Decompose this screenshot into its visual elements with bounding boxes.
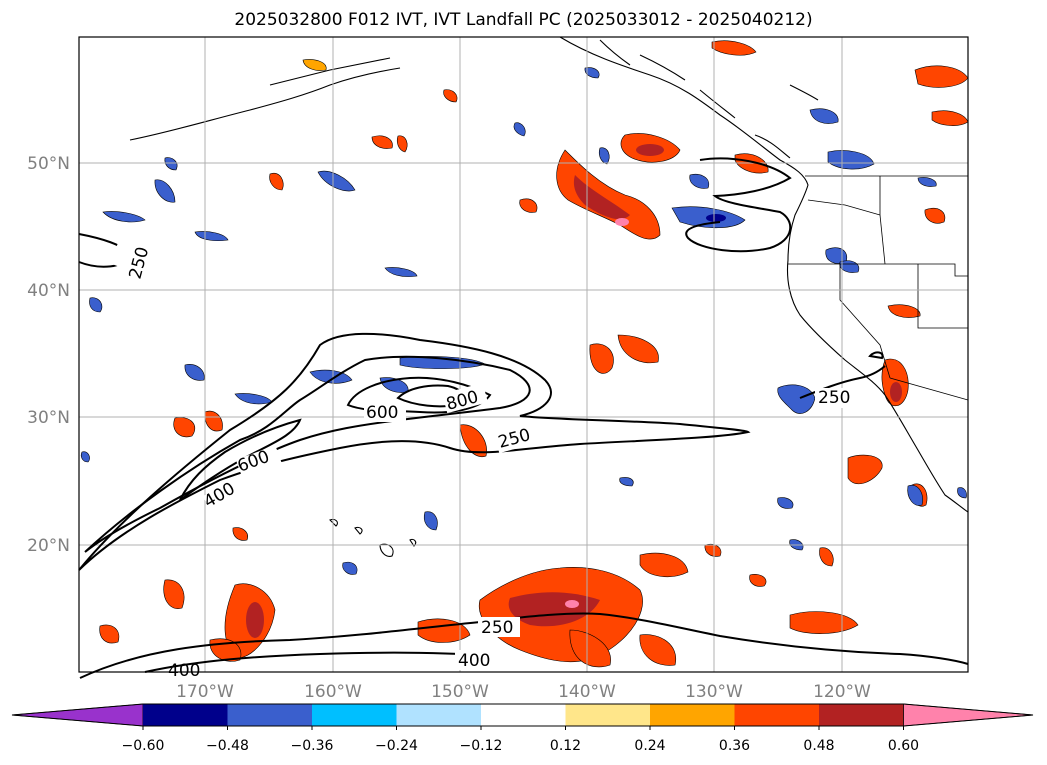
ivt-contours [78, 157, 969, 679]
colorbar-segment [650, 704, 735, 726]
colorbar-tick-label: −0.48 [206, 738, 249, 754]
colorbar-segment [481, 704, 566, 726]
contour-label: 400 [458, 651, 490, 671]
colorbar-segment [734, 704, 819, 726]
map-frame [78, 36, 969, 673]
contour-label: 250 [818, 388, 850, 408]
colorbar-segment [565, 704, 650, 726]
plume-peak [615, 218, 629, 226]
colorbar [11, 703, 1034, 730]
colorbar-tick-label: 0.12 [550, 738, 581, 754]
lon-label: 130°W [685, 682, 743, 702]
coastline [129, 36, 969, 557]
colorbar-tick-label: 0.36 [719, 738, 750, 754]
colorbar-segment [819, 704, 904, 726]
colorbar-tick-label: −0.24 [375, 738, 418, 754]
colorbar-tick-label: 0.60 [888, 738, 919, 754]
lat-label: 40°N [27, 281, 70, 301]
lat-label: 20°N [27, 536, 70, 556]
lon-label: 140°W [558, 682, 616, 702]
colorbar-segment [227, 704, 312, 726]
colorbar-tick-label: −0.36 [291, 738, 334, 754]
colorbar-extend-low [11, 703, 144, 727]
lat-label: 50°N [27, 154, 70, 174]
latitude-labels: 50°N 40°N 30°N 20°N [27, 154, 70, 556]
lat-label: 30°N [27, 408, 70, 428]
contour-label: 600 [366, 403, 398, 423]
lon-label: 120°W [813, 682, 871, 702]
contour-label: 600 [235, 447, 272, 477]
longitude-labels: 170°W 160°W 150°W 140°W 130°W 120°W [176, 682, 871, 702]
lon-label: 160°W [304, 682, 362, 702]
contour-label: 400 [168, 661, 200, 681]
colorbar-tick-label: 0.48 [803, 738, 834, 754]
colorbar-tick-label: −0.12 [460, 738, 503, 754]
map-title: 2025032800 F012 IVT, IVT Landfall PC (20… [234, 10, 813, 30]
plume-shape [556, 149, 661, 240]
lon-label: 170°W [176, 682, 234, 702]
colorbar-tick-label: 0.24 [634, 738, 665, 754]
colorbar-extend-high [903, 703, 1034, 727]
colorbar-segment [143, 704, 228, 726]
colorbar-segment [396, 704, 481, 726]
lon-label: 150°W [431, 682, 489, 702]
political-borders [788, 175, 969, 401]
contour-labels: 250 600 800 250 600 400 250 250 400 400 [110, 242, 857, 681]
plume-core [573, 175, 630, 220]
colorbar-tick-label: −0.60 [122, 738, 165, 754]
colorbar-segment [312, 704, 397, 726]
colorbar-tick-labels: −0.60 −0.48 −0.36 −0.24 −0.12 0.12 0.24 0.36 0.4… [122, 738, 920, 754]
contour-label: 250 [481, 618, 513, 638]
pc-positive-fills [99, 40, 969, 668]
